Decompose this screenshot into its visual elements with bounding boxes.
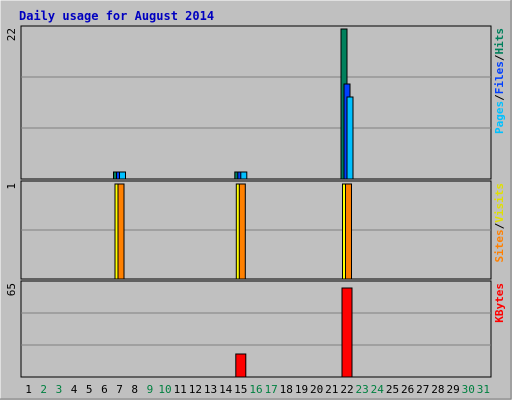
x-tick-label-day-11: 11	[174, 383, 187, 396]
panel-3-scale-label: 65	[5, 283, 18, 296]
x-tick-label-day-28: 28	[431, 383, 444, 396]
panel-1-plot-area	[20, 25, 492, 180]
x-tick-label-day-24: 24	[371, 383, 385, 396]
x-tick-label-day-1: 1	[25, 383, 32, 396]
x-tick-label-day-7: 7	[116, 383, 123, 396]
bar-kbytes-day-22	[341, 287, 353, 378]
x-tick-label-day-13: 13	[204, 383, 217, 396]
x-tick-label-day-2: 2	[40, 383, 47, 396]
panel-3: 65 KBytes	[5, 280, 506, 378]
panel-2-scale-label: 1	[5, 183, 18, 190]
x-tick-label-day-14: 14	[219, 383, 233, 396]
x-tick-label-day-27: 27	[416, 383, 429, 396]
legend-entry-sites: Sites	[493, 229, 506, 262]
x-tick-label-day-29: 29	[446, 383, 459, 396]
panel-2: 1 Sites/Visits	[5, 180, 506, 280]
bar-pages-day-22	[346, 96, 354, 180]
x-tick-label-day-31: 31	[477, 383, 490, 396]
panel-1-legend: Pages/Files/Hits	[493, 28, 506, 134]
x-tick-label-day-20: 20	[310, 383, 323, 396]
bar-pages-day-15	[240, 171, 248, 180]
legend-entry-files: Files	[493, 61, 506, 94]
legend-entry-slash: /	[493, 222, 506, 229]
panel-3-plot-area	[20, 280, 492, 378]
panel-1-scale-label: 22	[5, 28, 18, 41]
legend-entry-slash: /	[493, 54, 506, 61]
x-tick-label-day-30: 30	[462, 383, 475, 396]
x-tick-label-day-23: 23	[355, 383, 368, 396]
panel-2-legend: Sites/Visits	[493, 183, 506, 263]
bar-sites-day-7	[117, 183, 125, 280]
x-tick-label-day-9: 9	[147, 383, 154, 396]
legend-entry-kbytes: KBytes	[493, 283, 506, 323]
x-tick-label-day-5: 5	[86, 383, 93, 396]
legend-entry-slash: /	[493, 94, 506, 101]
x-tick-label-day-22: 22	[340, 383, 353, 396]
bar-pages-day-7	[119, 171, 126, 180]
x-tick-label-day-12: 12	[189, 383, 202, 396]
x-tick-label-day-21: 21	[325, 383, 338, 396]
x-tick-label-day-4: 4	[71, 383, 78, 396]
bar-kbytes-day-15	[235, 353, 247, 378]
legend-entry-visits: Visits	[493, 183, 506, 223]
bar-sites-day-15	[238, 183, 246, 280]
x-tick-label-day-26: 26	[401, 383, 414, 396]
x-tick-label-day-19: 19	[295, 383, 308, 396]
x-tick-label-day-6: 6	[101, 383, 108, 396]
x-tick-label-day-8: 8	[131, 383, 138, 396]
panel-3-legend: KBytes	[493, 283, 506, 323]
x-tick-label-day-15: 15	[234, 383, 247, 396]
x-tick-label-day-10: 10	[158, 383, 171, 396]
x-tick-label-day-3: 3	[56, 383, 63, 396]
legend-entry-pages: Pages	[493, 101, 506, 134]
x-axis-day-labels: 1 2 3 4 5 6 7 8 9 10 11 12 13 14 15 16 17 18 19 20 21 22 23 24 2…	[25, 383, 490, 396]
x-tick-label-day-16: 16	[249, 383, 262, 396]
x-tick-label-day-18: 18	[280, 383, 293, 396]
legend-entry-hits: Hits	[493, 28, 506, 55]
bar-sites-day-22	[345, 183, 352, 280]
x-tick-label-day-25: 25	[386, 383, 399, 396]
chart-title: Daily usage for August 2014	[19, 9, 214, 23]
x-tick-label-day-17: 17	[265, 383, 278, 396]
